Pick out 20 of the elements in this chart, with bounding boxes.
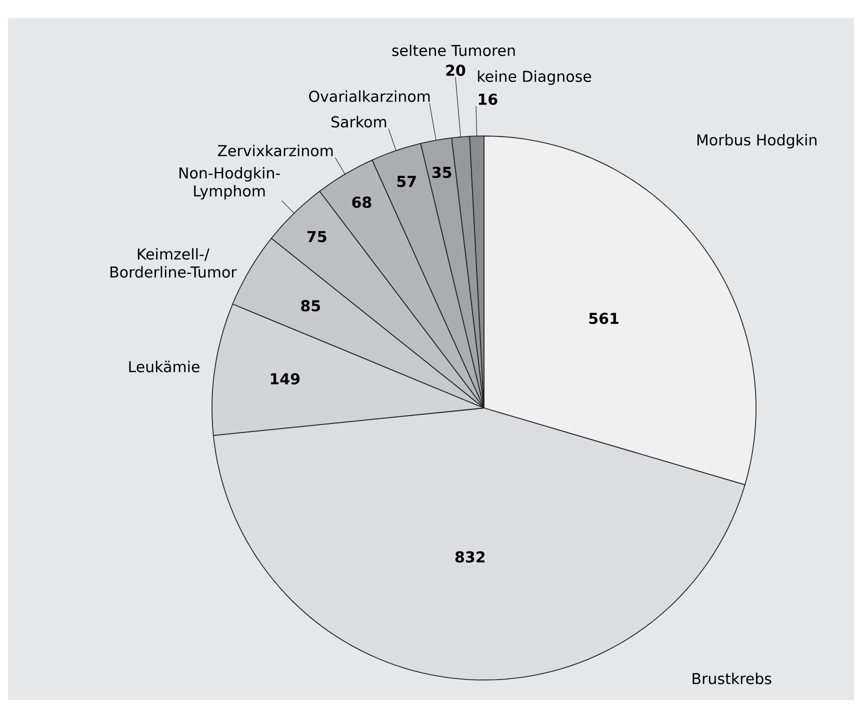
slice-label: Sarkom <box>332 116 386 128</box>
slice-label: seltene Tumoren <box>392 44 515 56</box>
data-label: 561 <box>589 312 618 324</box>
data-label: 75 <box>307 231 326 242</box>
data-label: 35 <box>432 166 452 178</box>
slice-label: Ovarialkarzinom <box>309 90 430 102</box>
slice-label: Non-Hodgkin-Lymphom <box>179 167 280 200</box>
slice-label: Brustkrebs <box>692 672 772 684</box>
data-label: 149 <box>270 373 300 384</box>
data-label: 16 <box>478 94 498 105</box>
slice-label: Leukämie <box>129 360 200 372</box>
slice-label: Zervixkarzinom <box>218 144 333 156</box>
slice-label: keine Diagnose <box>478 70 592 85</box>
data-label: 832 <box>455 551 485 563</box>
data-label: 85 <box>301 300 320 312</box>
data-label: 68 <box>352 196 372 208</box>
slice-label: Morbus Hodgkin <box>697 134 816 148</box>
slice-label: Keimzell-/ Borderline-Tumor <box>110 248 237 278</box>
data-label: 20 <box>446 64 466 76</box>
data-label: 57 <box>397 176 416 188</box>
